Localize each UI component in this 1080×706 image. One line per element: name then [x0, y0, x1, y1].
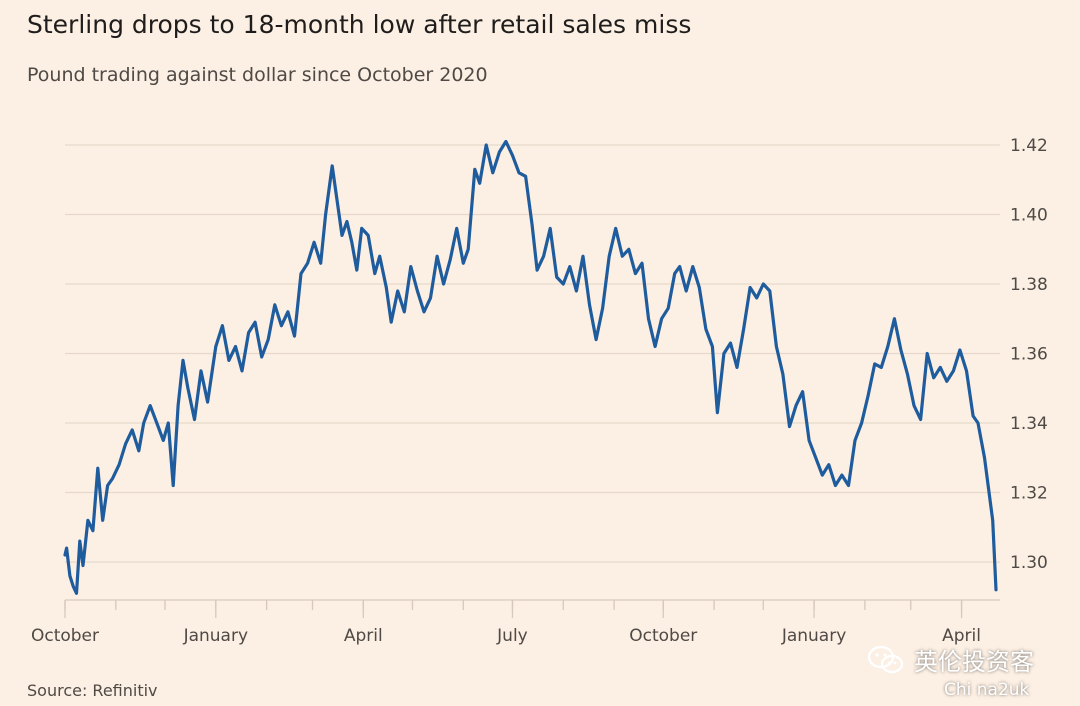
- wechat-icon: [867, 645, 904, 673]
- y-tick-label: 1.36: [1010, 345, 1048, 365]
- x-tick-label: October: [629, 626, 697, 646]
- x-tick-label: October: [31, 626, 99, 646]
- y-tick-label: 1.42: [1010, 136, 1048, 156]
- source-note: Source: Refinitiv: [27, 681, 158, 700]
- grid-layer: 1.30 1.32 1.34 1.36 1.38 1.40 1.42: [65, 136, 1048, 573]
- x-tick-label: April: [942, 626, 981, 646]
- y-tick-label: 1.34: [1010, 414, 1048, 434]
- y-tick-label: 1.32: [1010, 484, 1048, 504]
- x-tick-label: January: [183, 626, 248, 646]
- y-tick-label: 1.30: [1010, 553, 1048, 573]
- x-tick-label: July: [496, 626, 528, 646]
- chart-subtitle: Pound trading against dollar since Octob…: [27, 64, 488, 86]
- series-line-gbp-usd: [63, 139, 998, 595]
- series-layer: [63, 139, 998, 595]
- y-tick-label: 1.38: [1010, 275, 1048, 295]
- x-tick-label: April: [344, 626, 383, 646]
- watermark-text: 英伦投资客: [914, 648, 1034, 676]
- watermark-subtext: Chi na2uk: [944, 680, 1030, 700]
- chart-title: Sterling drops to 18-month low after ret…: [27, 10, 692, 39]
- x-tick-label: January: [781, 626, 846, 646]
- x-axis: October January April July October January Apr…: [31, 599, 1000, 646]
- y-tick-label: 1.40: [1010, 206, 1048, 226]
- watermark: 英伦投资客: [866, 642, 1034, 677]
